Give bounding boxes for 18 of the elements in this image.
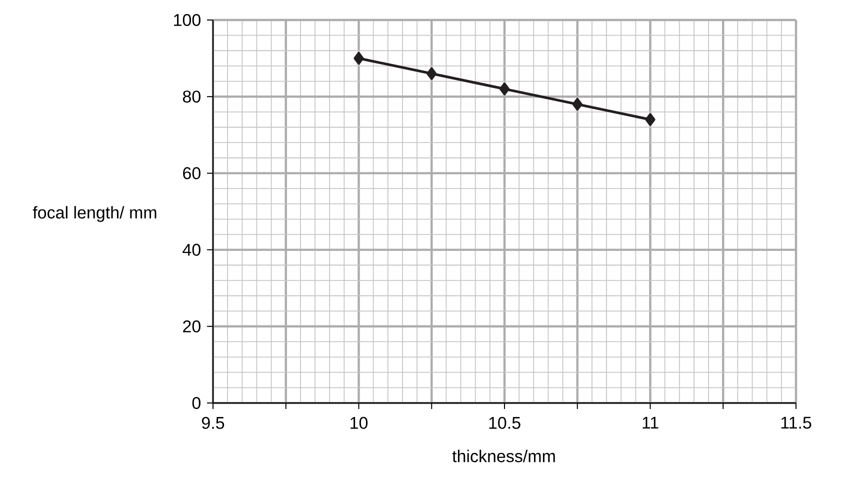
x-axis-title: thickness/mm <box>452 450 555 462</box>
y-tick-label: 0 <box>192 396 200 410</box>
point <box>426 67 437 80</box>
y-tick-label: 20 <box>183 320 200 332</box>
y-tick-label: 80 <box>182 90 200 103</box>
point <box>645 113 656 126</box>
y-axis-title: focal length/ mm <box>32 206 156 222</box>
y-tick-label: 60 <box>183 167 200 180</box>
point <box>354 52 364 65</box>
x-tick-label: 11.5 <box>781 416 812 429</box>
x-tick-label: 11 <box>642 416 658 429</box>
point <box>572 98 582 111</box>
y-tick-label: 40 <box>182 244 200 256</box>
y-tick-label: 100 <box>174 14 200 26</box>
point <box>499 82 510 96</box>
x-tick-label: 9.5 <box>202 416 224 429</box>
x-tick-label: 10.5 <box>489 416 520 429</box>
x-tick-label: 10 <box>350 416 368 429</box>
